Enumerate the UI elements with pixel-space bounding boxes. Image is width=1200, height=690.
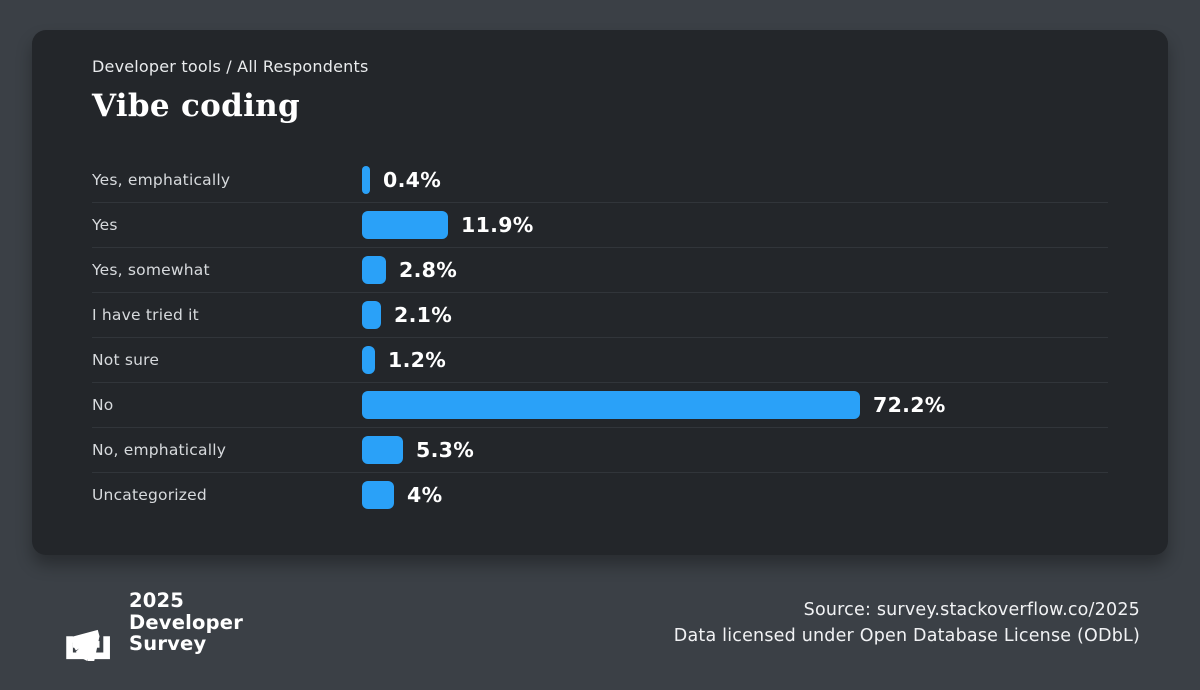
value-label: 4% [407, 483, 443, 507]
bar [362, 256, 386, 284]
value-label: 2.8% [399, 258, 458, 282]
bar [362, 346, 375, 374]
bar [362, 436, 403, 464]
chart-title: Vibe coding [92, 88, 300, 124]
stackoverflow-logo-icon [66, 629, 110, 661]
survey-logo: 2025 Developer Survey [60, 585, 243, 661]
logo-year: 2025 [129, 589, 185, 613]
category-label: Yes, emphatically [92, 170, 231, 189]
chart-row: Yes 11.9% [92, 202, 1108, 247]
chart-row: Not sure 1.2% [92, 337, 1108, 382]
value-label: 11.9% [461, 213, 534, 237]
logo-word-survey: Survey [129, 632, 207, 656]
footer: 2025 Developer Survey Source: survey.sta… [0, 555, 1200, 690]
chart-breadcrumb: Developer tools / All Respondents [92, 57, 369, 76]
value-label: 0.4% [383, 167, 442, 192]
value-label: 72.2% [873, 393, 946, 417]
category-label: Not sure [92, 351, 160, 369]
chart-row: I have tried it 2.1% [92, 292, 1108, 337]
category-label: I have tried it [92, 306, 199, 324]
chart-row: Yes, emphatically 0.4% [92, 157, 1108, 202]
source-attribution: Source: survey.stackoverflow.co/2025 Dat… [674, 597, 1140, 649]
category-label: Yes [92, 216, 118, 234]
chart-card: Developer tools / All Respondents Vibe c… [32, 30, 1168, 555]
bar [362, 165, 370, 194]
bar [362, 481, 394, 509]
chart-row: No, emphatically 5.3% [92, 427, 1108, 472]
value-label: 2.1% [394, 303, 453, 327]
chart-row: Uncategorized 4% [92, 472, 1108, 517]
bar [362, 391, 860, 419]
category-label: Yes, somewhat [92, 261, 210, 279]
bar [362, 211, 448, 239]
chart-row: No 72.2% [92, 382, 1108, 427]
survey-logo-text: 2025 Developer Survey [129, 590, 243, 655]
license-note: Data licensed under Open Database Licens… [673, 625, 1140, 646]
source-url: Source: survey.stackoverflow.co/2025 [803, 599, 1140, 620]
chart-row: Yes, somewhat 2.8% [92, 247, 1108, 292]
category-label: No [92, 396, 114, 414]
bar-chart: Yes, emphatically 0.4% Yes 11.9% Yes, somewh… [60, 157, 1140, 517]
value-label: 5.3% [416, 438, 475, 462]
value-label: 1.2% [388, 348, 447, 372]
bar [362, 301, 381, 329]
logo-word-developer: Developer [129, 610, 244, 634]
category-label: Uncategorized [92, 486, 207, 504]
category-label: No, emphatically [92, 441, 227, 459]
